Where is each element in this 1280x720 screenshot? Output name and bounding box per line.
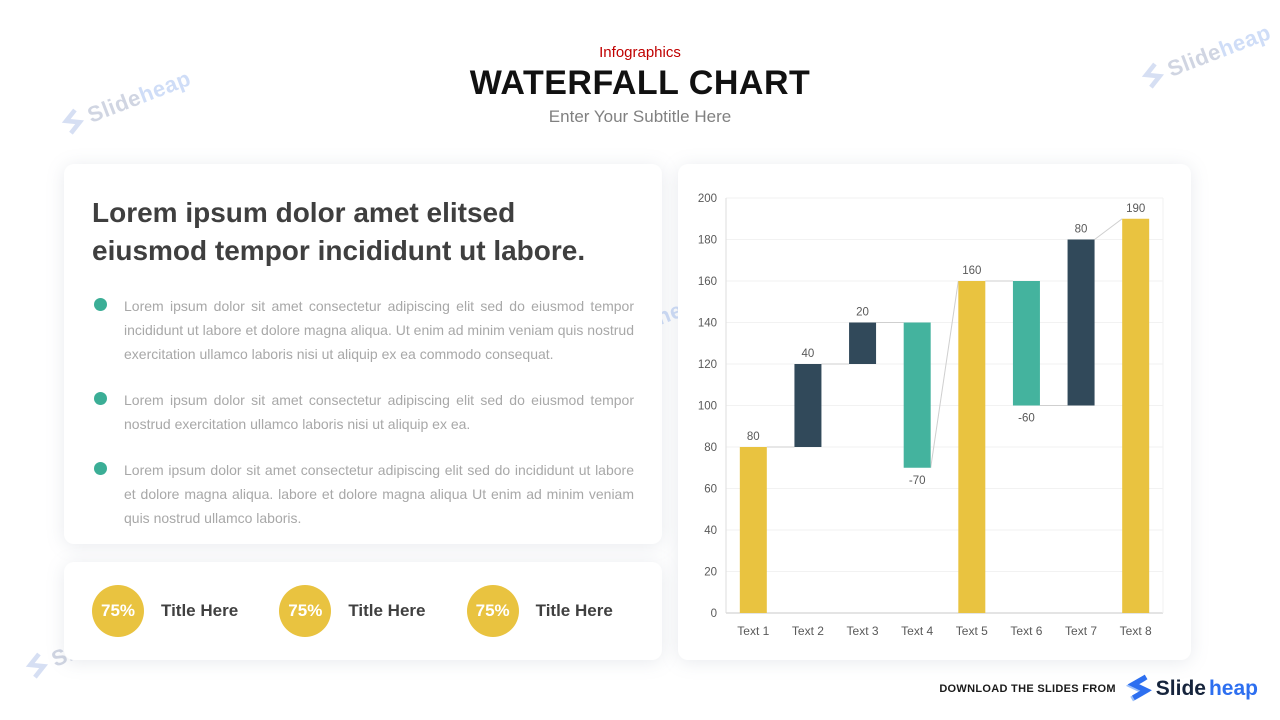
svg-text:100: 100 bbox=[698, 401, 717, 413]
slide-header: Infographics WATERFALL CHART Enter Your … bbox=[0, 44, 1280, 127]
footer: DOWNLOAD THE SLIDES FROM Slide heap bbox=[939, 674, 1258, 704]
svg-text:160: 160 bbox=[962, 265, 981, 277]
bullet-dot-icon bbox=[94, 392, 107, 406]
svg-text:80: 80 bbox=[704, 442, 717, 454]
svg-text:40: 40 bbox=[802, 348, 815, 360]
stats-card: 75% Title Here 75% Title Here 75% Title … bbox=[64, 562, 662, 660]
svg-text:80: 80 bbox=[747, 431, 760, 443]
percent-badge: 75% bbox=[92, 585, 144, 637]
svg-text:180: 180 bbox=[698, 235, 717, 247]
svg-text:80: 80 bbox=[1075, 224, 1088, 236]
stat-item: 75% Title Here bbox=[82, 585, 269, 637]
svg-text:Text 2: Text 2 bbox=[792, 624, 824, 638]
subtitle: Enter Your Subtitle Here bbox=[548, 107, 732, 126]
svg-text:-70: -70 bbox=[909, 475, 926, 487]
waterfall-chart-card: 0 20 40 60 80 100 120 140 160 180 200 80 Text 1 40 Tex… bbox=[678, 164, 1191, 660]
stat-item: 75% Title Here bbox=[457, 585, 644, 637]
stat-title: Title Here bbox=[535, 601, 613, 620]
stat-title: Title Here bbox=[348, 601, 426, 620]
svg-text:Text 4: Text 4 bbox=[901, 624, 933, 638]
svg-text:40: 40 bbox=[704, 525, 717, 537]
svg-text:140: 140 bbox=[698, 318, 717, 330]
text-card: Lorem ipsum dolor amet elitsed eiusmod t… bbox=[64, 164, 662, 544]
brand-text-heap: heap bbox=[1208, 677, 1258, 700]
percent-badge: 75% bbox=[466, 585, 519, 637]
bullet-text: Lorem ipsum dolor sit amet consectetur a… bbox=[124, 392, 634, 433]
list-item: Lorem ipsum dolor sit amet consectetur a… bbox=[92, 458, 634, 530]
download-text: DOWNLOAD THE SLIDES FROM bbox=[939, 683, 1116, 695]
stat-title: Title Here bbox=[161, 601, 239, 620]
svg-text:-60: -60 bbox=[1018, 413, 1035, 425]
percent-badge: 75% bbox=[279, 585, 332, 637]
svg-text:Text 7: Text 7 bbox=[1065, 624, 1097, 638]
svg-text:20: 20 bbox=[856, 307, 869, 319]
bullet-dot-icon bbox=[94, 298, 107, 312]
svg-text:190: 190 bbox=[1126, 203, 1145, 215]
svg-text:Text 1: Text 1 bbox=[737, 624, 769, 638]
waterfall-chart-svg: 0 20 40 60 80 100 120 140 160 180 200 80 Text 1 40 Tex… bbox=[698, 193, 1164, 638]
brand-text-slide: Slide bbox=[1155, 677, 1206, 700]
stat-item: 75% Title Here bbox=[269, 585, 456, 637]
svg-text:Text 6: Text 6 bbox=[1010, 624, 1042, 638]
svg-text:60: 60 bbox=[704, 484, 717, 496]
svg-text:160: 160 bbox=[698, 276, 717, 288]
svg-text:Text 8: Text 8 bbox=[1120, 624, 1152, 638]
svg-text:20: 20 bbox=[704, 567, 717, 579]
bullet-text: Lorem ipsum dolor sit amet consectetur a… bbox=[124, 298, 634, 363]
bullet-list: Lorem ipsum dolor sit amet consectetur a… bbox=[92, 294, 634, 530]
slideheap-brand-link[interactable]: Slide heap bbox=[1125, 674, 1258, 704]
text-card-heading: Lorem ipsum dolor amet elitsed eiusmod t… bbox=[92, 197, 586, 267]
svg-text:Text 5: Text 5 bbox=[956, 624, 988, 638]
eyebrow-label: Infographics bbox=[599, 44, 681, 61]
list-item: Lorem ipsum dolor sit amet consectetur a… bbox=[92, 388, 634, 436]
page-title: WATERFALL CHART bbox=[469, 64, 811, 102]
bullet-dot-icon bbox=[94, 462, 107, 476]
bullet-text: Lorem ipsum dolor sit amet consectetur a… bbox=[124, 462, 634, 527]
slideheap-logo-icon bbox=[1125, 674, 1152, 702]
svg-text:120: 120 bbox=[698, 359, 717, 371]
list-item: Lorem ipsum dolor sit amet consectetur a… bbox=[92, 294, 634, 366]
slideheap-watermark-icon bbox=[25, 652, 49, 679]
svg-text:0: 0 bbox=[711, 608, 717, 620]
svg-text:Text 3: Text 3 bbox=[847, 624, 879, 638]
svg-text:200: 200 bbox=[698, 193, 717, 205]
